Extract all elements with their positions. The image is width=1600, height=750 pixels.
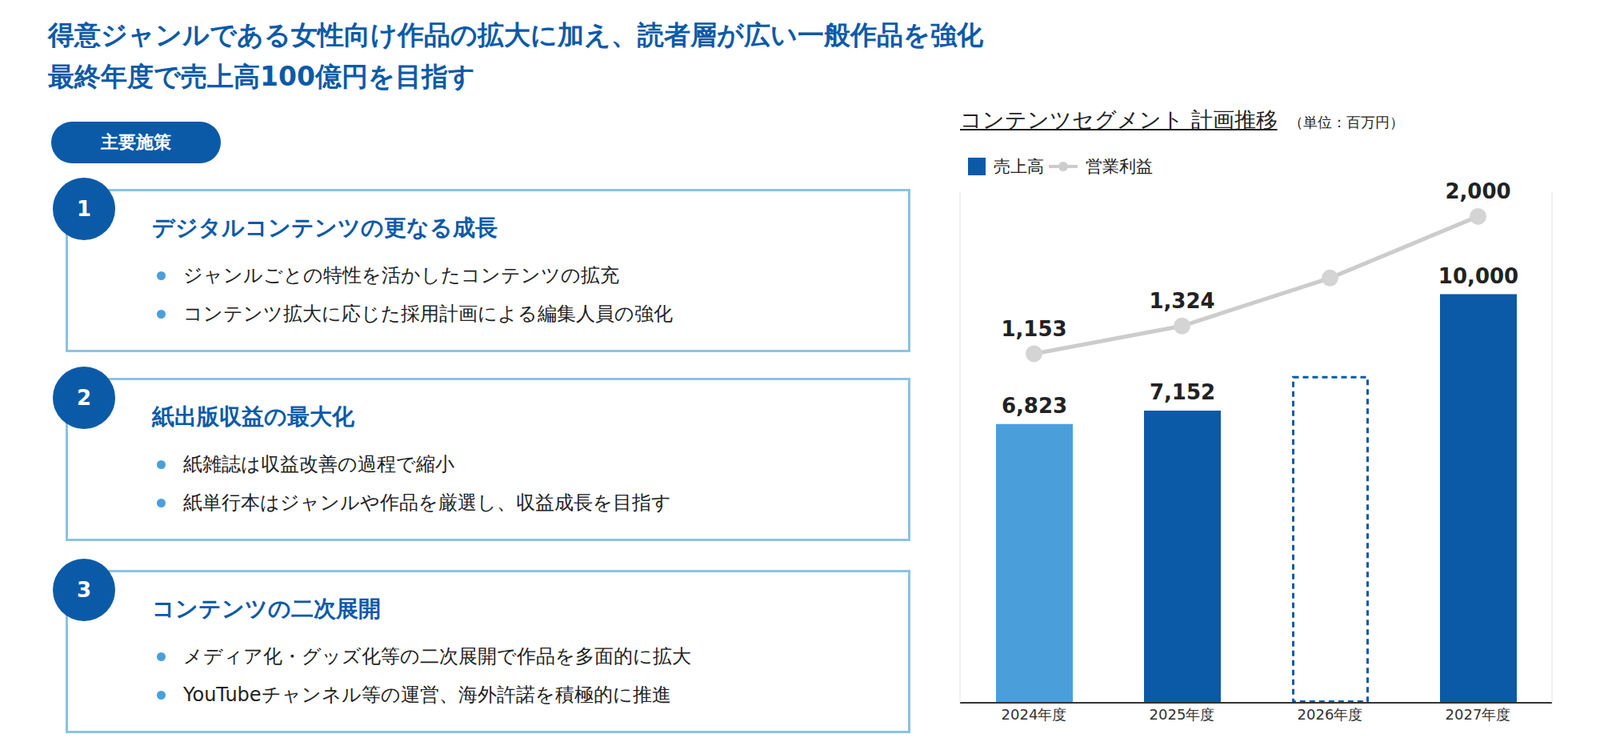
html-text:売上高: 売上高 — [993, 156, 1044, 176]
html-text:3: 3 — [76, 577, 92, 602]
svg-text:2027年度: 2027年度 — [1445, 705, 1512, 723]
svg-text:2025年度: 2025年度 — [1149, 705, 1216, 723]
html-text:メディア化・グッズ化等の二次展開で作品を多面的に拡大: メディア化・グッズ化等の二次展開で作品を多面的に拡大 — [183, 644, 692, 668]
html-text:営業利益: 営業利益 — [1085, 156, 1153, 176]
html-text:紙雑誌は収益改善の過程で縮小: 紙雑誌は収益改善の過程で縮小 — [183, 452, 455, 476]
svg-text:1,153: 1,153 — [1000, 316, 1067, 341]
html-text:主要施策: 主要施策 — [100, 132, 172, 152]
html-text:1: 1 — [76, 196, 92, 221]
svg-text:2024年度: 2024年度 — [1001, 705, 1068, 723]
html-text:紙出版収益の最大化: 紙出版収益の最大化 — [152, 403, 355, 430]
html-text:コンテンツの二次展開: コンテンツの二次展開 — [152, 595, 381, 622]
html-text:2: 2 — [76, 385, 92, 410]
svg-text:10,000: 10,000 — [1438, 264, 1519, 288]
html-text:（単位：百万円）: （単位：百万円） — [1288, 113, 1404, 131]
html-text:デジタルコンテンツの更なる成長: デジタルコンテンツの更なる成長 — [152, 214, 498, 241]
html-text:紙単行本はジャンルや作品を厳選し、収益成長を目指す: 紙単行本はジャンルや作品を厳選し、収益成長を目指す — [183, 491, 672, 514]
html-text:コンテンツセグメント 計画推移: コンテンツセグメント 計画推移 — [960, 107, 1278, 132]
svg-text:1,324: 1,324 — [1148, 288, 1215, 313]
svg-text:2026年度: 2026年度 — [1297, 705, 1364, 723]
html-text:得意ジャンルである女性向け作品の拡大に加え、読者層が広い一般: 得意ジャンルである女性向け作品の拡大に加え、読者層が広い一般作品を強化 — [48, 19, 984, 51]
html-text:最終年度で売上高100億円を目指す: 最終年度で売上高100億円を目指す — [48, 60, 476, 92]
svg-text:7,152: 7,152 — [1149, 380, 1216, 404]
html-text:コンテンツ拡大に応じた採用計画による編集人員の強化: コンテンツ拡大に応じた採用計画による編集人員の強化 — [183, 302, 673, 325]
svg-text:6,823: 6,823 — [1001, 393, 1068, 418]
html-text:ジャンルごとの特性を活かしたコンテンツの拡充: ジャンルごとの特性を活かしたコンテンツの拡充 — [183, 264, 620, 287]
html-text:YouTubeチャンネル等の運営、海外許諾を積極的に推進: YouTubeチャンネル等の運営、海外許諾を積極的に推進 — [183, 683, 671, 706]
svg-text:2,000: 2,000 — [1444, 179, 1511, 204]
